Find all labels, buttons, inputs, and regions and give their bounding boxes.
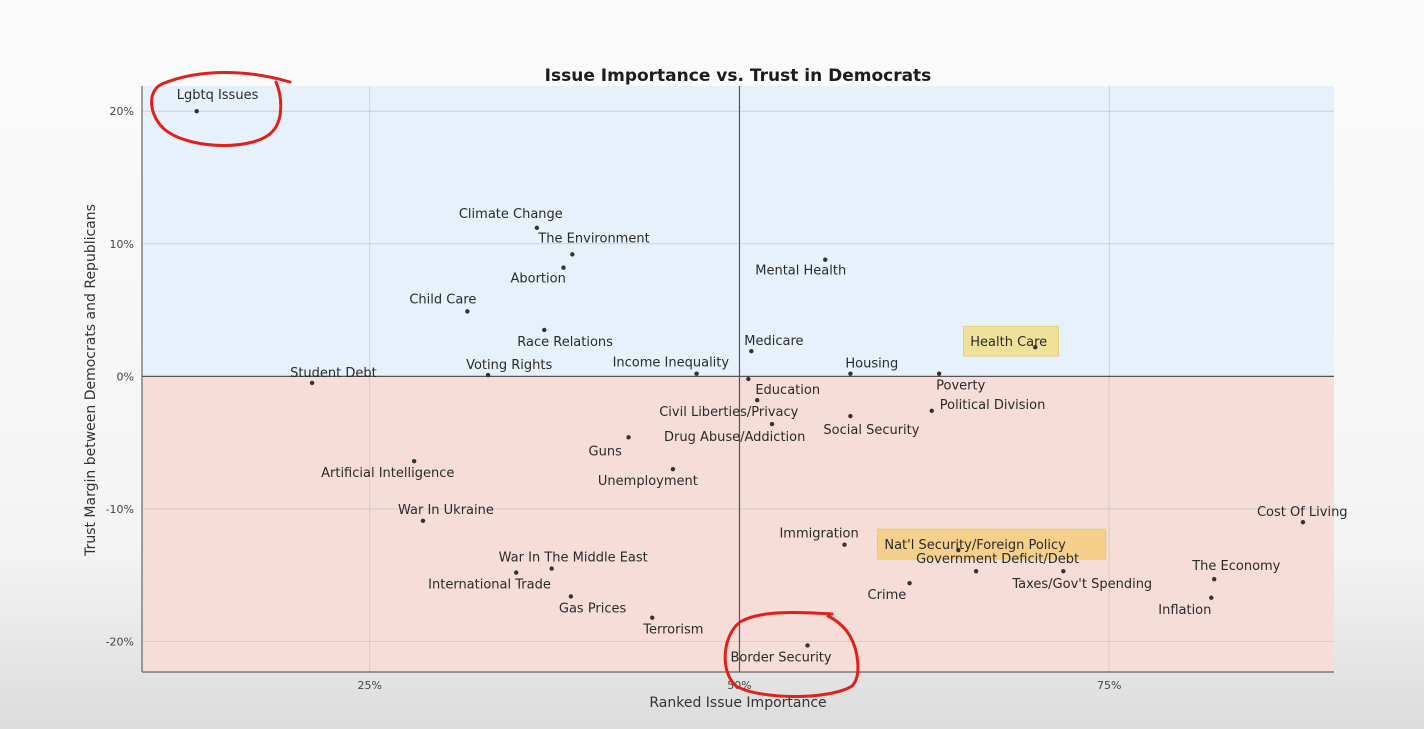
circle-annotation-border-security xyxy=(723,610,860,698)
data-point-label: Cost Of Living xyxy=(1257,505,1348,520)
data-point-label: Government Deficit/Debt xyxy=(916,552,1079,567)
data-point-label: War In Ukraine xyxy=(398,503,494,518)
data-point-label: Income Inequality xyxy=(613,356,730,371)
data-point xyxy=(805,643,810,648)
data-point-label: Political Division xyxy=(940,398,1046,413)
negative-region xyxy=(142,376,1334,672)
data-point xyxy=(848,413,853,419)
data-point-label: War In The Middle East xyxy=(499,551,648,566)
data-point xyxy=(755,398,760,403)
data-point xyxy=(1300,519,1306,525)
data-point xyxy=(848,371,853,376)
data-points: Lgbtq Issues Climate Change The Environmen… xyxy=(177,88,1348,665)
y-tick-label: -10% xyxy=(106,503,134,516)
data-point xyxy=(570,252,575,257)
data-point-label: Taxes/Gov't Spending xyxy=(1011,577,1152,592)
data-point-label: Immigration xyxy=(779,527,858,542)
data-point-label: Housing xyxy=(845,357,898,372)
data-point xyxy=(823,257,828,262)
positive-region xyxy=(142,86,1334,377)
y-tick-label: 20% xyxy=(110,105,134,118)
data-point xyxy=(749,348,754,354)
y-axis-label: Trust Margin between Democrats and Repub… xyxy=(83,204,99,557)
data-point-label: Gas Prices xyxy=(559,601,627,616)
data-point-label: The Environment xyxy=(537,231,649,246)
data-point xyxy=(1033,344,1038,350)
data-point xyxy=(568,594,574,599)
x-tick-label: 75% xyxy=(1097,679,1121,692)
data-point xyxy=(670,466,676,472)
y-tick-label: 0% xyxy=(117,370,134,383)
data-point xyxy=(309,380,315,386)
data-point xyxy=(694,371,699,376)
data-point-label: Drug Abuse/Addiction xyxy=(664,430,805,445)
data-point xyxy=(842,542,847,547)
data-point-label: Artificial Intelligence xyxy=(321,466,454,481)
data-point xyxy=(485,372,491,378)
data-point-label: Terrorism xyxy=(642,623,703,638)
data-point xyxy=(746,376,751,382)
data-point xyxy=(534,225,540,231)
data-point-label: Poverty xyxy=(936,379,985,394)
data-point xyxy=(1212,576,1217,582)
data-point xyxy=(194,108,199,114)
data-point xyxy=(411,458,417,464)
data-point-label: Education xyxy=(755,383,820,398)
data-point-label: Crime xyxy=(868,588,907,603)
data-point xyxy=(929,408,934,414)
x-tick-label: 25% xyxy=(358,679,382,692)
data-point xyxy=(549,566,554,571)
data-point-label: Nat'l Security/Foreign Policy xyxy=(884,538,1066,553)
data-point xyxy=(561,265,566,270)
data-point xyxy=(936,371,942,376)
x-axis-label: Ranked Issue Importance xyxy=(649,695,826,711)
circle-annotation-lgbtq xyxy=(150,71,292,147)
data-point xyxy=(650,615,655,620)
label-highlight-box xyxy=(877,528,1107,560)
data-point-label: Lgbtq Issues xyxy=(177,88,259,103)
y-tick-label: 10% xyxy=(110,238,134,251)
y-tick-labels: 20% 10% 0% -10% -20% xyxy=(106,105,134,648)
chart-title: Issue Importance vs. Trust in Democrats xyxy=(545,66,932,86)
data-point-label: Unemployment xyxy=(598,474,698,489)
data-point-label: Civil Liberties/Privacy xyxy=(659,405,798,420)
data-point xyxy=(956,547,961,553)
data-point-label: Race Relations xyxy=(517,335,613,350)
plot-area: 25% 50% 75% 20%10%0%-10%-20% Lgbtq IssuesC… xyxy=(106,86,1348,692)
data-point-label: Health Care xyxy=(970,335,1047,350)
data-point-label: Inflation xyxy=(1158,603,1211,618)
data-point-label: International Trade xyxy=(428,578,551,593)
data-point-label: Student Debt xyxy=(290,366,377,381)
data-point xyxy=(973,569,979,574)
data-point xyxy=(420,518,426,524)
data-point xyxy=(542,327,547,333)
data-point xyxy=(1209,595,1214,600)
data-point-label: The Economy xyxy=(1191,559,1280,574)
data-point xyxy=(1061,569,1066,574)
data-point xyxy=(907,580,912,586)
data-point-label: Abortion xyxy=(510,272,565,287)
data-point-label: Mental Health xyxy=(755,264,846,279)
data-point-label: Child Care xyxy=(409,292,476,307)
data-point xyxy=(513,570,519,575)
data-point-label: Border Security xyxy=(731,650,832,665)
data-point-label: Climate Change xyxy=(459,207,563,222)
data-point xyxy=(465,309,470,314)
hand-drawn-annotations xyxy=(150,71,860,698)
data-point-label: Voting Rights xyxy=(466,358,552,373)
data-point xyxy=(769,421,775,427)
y-tick-label: -20% xyxy=(106,636,134,649)
data-point-label: Guns xyxy=(589,444,623,459)
data-point xyxy=(626,435,631,440)
data-point-label: Medicare xyxy=(744,334,803,349)
data-point-label: Social Security xyxy=(823,423,919,438)
